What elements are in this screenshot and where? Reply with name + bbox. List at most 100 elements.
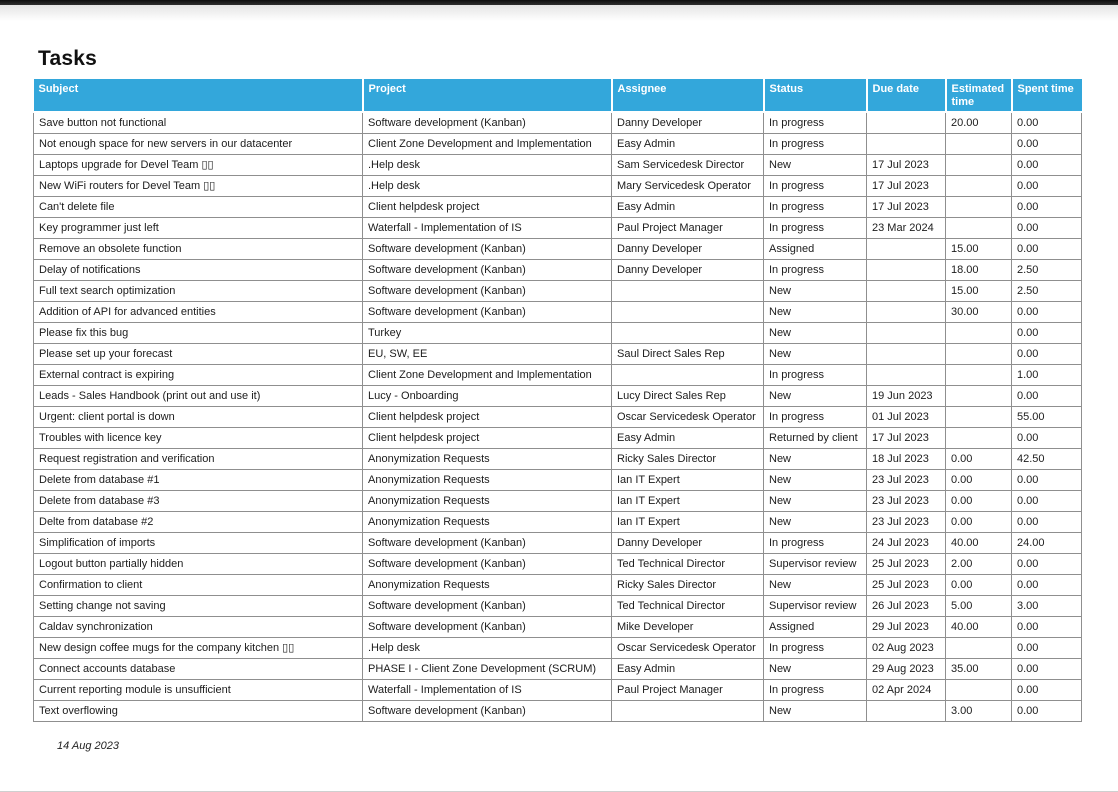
table-row: Please set up your forecast EU, SW, EE Sau… (33, 343, 1082, 365)
cell (945, 217, 1012, 239)
cell: 0.00 (1011, 154, 1082, 176)
cell: Assigned (763, 238, 867, 260)
cell: 17 Jul 2023 (866, 427, 946, 449)
cell: 0.00 (1011, 574, 1082, 596)
table-row: New WiFi routers for Devel Team ▯▯ .Help … (33, 175, 1082, 197)
cell: Supervisor review (763, 595, 867, 617)
cell: 0.00 (1011, 490, 1082, 512)
cell: New (763, 154, 867, 176)
cell: Supervisor review (763, 553, 867, 575)
table-body: Save button not functional Software devel… (33, 111, 1082, 722)
cell: Ted Technical Director (611, 595, 764, 617)
cell: New (763, 301, 867, 323)
cell: 15.00 (945, 280, 1012, 302)
cell: Mike Developer (611, 616, 764, 638)
cell: In progress (763, 133, 867, 155)
cell: Request registration and verification (33, 448, 363, 470)
cell: 17 Jul 2023 (866, 154, 946, 176)
cell: 17 Jul 2023 (866, 175, 946, 197)
cell: Delay of notifications (33, 259, 363, 281)
cell: Software development (Kanban) (362, 553, 612, 575)
cell: 0.00 (1011, 111, 1082, 134)
cell (945, 364, 1012, 386)
table-row: Troubles with licence key Client helpdesk… (33, 427, 1082, 449)
cell: PHASE I - Client Zone Development (SCRUM… (362, 658, 612, 680)
cell: 23 Jul 2023 (866, 511, 946, 533)
cell: Anonymization Requests (362, 469, 612, 491)
cell: In progress (763, 637, 867, 659)
cell (945, 343, 1012, 365)
cell: 20.00 (945, 111, 1012, 134)
cell (866, 238, 946, 260)
cell (866, 259, 946, 281)
cell: Lucy - Onboarding (362, 385, 612, 407)
cell: 0.00 (1011, 511, 1082, 533)
column-header-spent-time: Spent time (1010, 79, 1082, 113)
cell: Oscar Servicedesk Operator (611, 637, 764, 659)
cell: 2.50 (1011, 280, 1082, 302)
cell: Ian IT Expert (611, 490, 764, 512)
cell: Sam Servicedesk Director (611, 154, 764, 176)
cell: 0.00 (1011, 217, 1082, 239)
table-row: Delte from database #2 Anonymization Requ… (33, 511, 1082, 533)
cell: Easy Admin (611, 427, 764, 449)
table-row: Delete from database #1 Anonymization Req… (33, 469, 1082, 491)
cell: Urgent: client portal is down (33, 406, 363, 428)
cell (866, 343, 946, 365)
column-header-status: Status (762, 79, 867, 113)
cell: In progress (763, 364, 867, 386)
window-top-edge (0, 0, 1118, 5)
cell: Waterfall - Implementation of IS (362, 679, 612, 701)
cell: Full text search optimization (33, 280, 363, 302)
cell: Software development (Kanban) (362, 111, 612, 134)
cell: Paul Project Manager (611, 217, 764, 239)
tasks-table: Subject Project Assignee Status Due date Esti… (33, 79, 1082, 722)
cell (945, 196, 1012, 218)
cell: Simplification of imports (33, 532, 363, 554)
cell: 1.00 (1011, 364, 1082, 386)
cell: 0.00 (1011, 616, 1082, 638)
cell: Turkey (362, 322, 612, 344)
cell: 2.50 (1011, 259, 1082, 281)
cell: .Help desk (362, 154, 612, 176)
cell (945, 679, 1012, 701)
cell: 0.00 (945, 511, 1012, 533)
cell: 0.00 (945, 490, 1012, 512)
cell (866, 322, 946, 344)
table-row: Request registration and verification Ano… (33, 448, 1082, 470)
cell: New (763, 700, 867, 722)
table-row: Can't delete file Client helpdesk project… (33, 196, 1082, 218)
column-header-assignee: Assignee (610, 79, 764, 113)
cell: 23 Jul 2023 (866, 490, 946, 512)
cell: 0.00 (1011, 343, 1082, 365)
cell: Troubles with licence key (33, 427, 363, 449)
cell: Connect accounts database (33, 658, 363, 680)
cell: Lucy Direct Sales Rep (611, 385, 764, 407)
cell: Client helpdesk project (362, 427, 612, 449)
table-row: Key programmer just left Waterfall - Impl… (33, 217, 1082, 239)
cell: Oscar Servicedesk Operator (611, 406, 764, 428)
report-footer-date: 14 Aug 2023 (57, 740, 119, 752)
cell: In progress (763, 217, 867, 239)
cell: New (763, 469, 867, 491)
cell: In progress (763, 196, 867, 218)
cell: 29 Jul 2023 (866, 616, 946, 638)
cell (945, 406, 1012, 428)
cell: Can't delete file (33, 196, 363, 218)
column-header-project: Project (361, 79, 612, 113)
cell: 01 Jul 2023 (866, 406, 946, 428)
table-row: Caldav synchronization Software developme… (33, 616, 1082, 638)
cell: Client Zone Development and Implementati… (362, 364, 612, 386)
cell: Saul Direct Sales Rep (611, 343, 764, 365)
table-row: Confirmation to client Anonymization Requ… (33, 574, 1082, 596)
table-row: Text overflowing Software development (Ka… (33, 700, 1082, 722)
cell: Danny Developer (611, 111, 764, 134)
table-row: Addition of API for advanced entities Sof… (33, 301, 1082, 323)
cell (866, 133, 946, 155)
cell: Software development (Kanban) (362, 301, 612, 323)
table-row: New design coffee mugs for the company k… (33, 637, 1082, 659)
cell: 02 Aug 2023 (866, 637, 946, 659)
cell: Anonymization Requests (362, 448, 612, 470)
cell: .Help desk (362, 175, 612, 197)
cell (866, 364, 946, 386)
